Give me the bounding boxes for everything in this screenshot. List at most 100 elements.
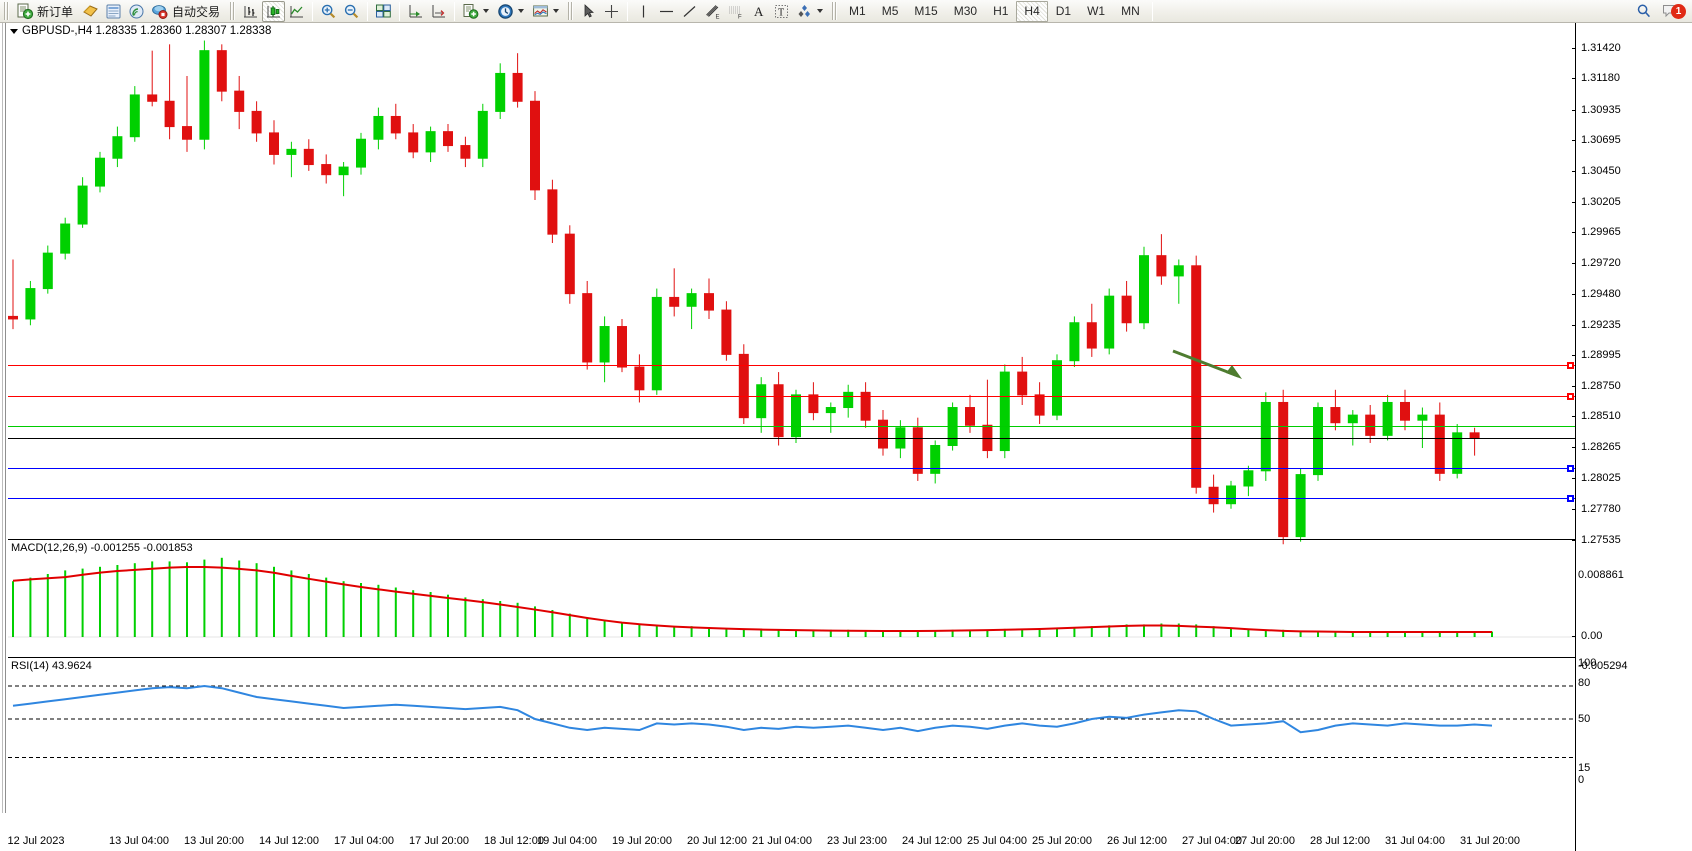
new-chart-caret-icon[interactable]: [483, 9, 490, 13]
fibonacci-button[interactable]: F: [724, 1, 747, 22]
chart-menu-triangle-icon[interactable]: [10, 28, 18, 34]
vertical-line-button[interactable]: [632, 1, 655, 22]
timeframe-m5[interactable]: M5: [881, 4, 899, 18]
toolbar-grip[interactable]: [3, 2, 10, 20]
timeframe-mn[interactable]: MN: [1121, 4, 1140, 18]
candle: [42, 245, 53, 294]
candle: [460, 136, 471, 168]
price-level-line-target-blue[interactable]: [8, 468, 1575, 470]
macd-histogram-bar: [1038, 628, 1041, 637]
search-button[interactable]: [1632, 1, 1656, 22]
timeframe-h4[interactable]: H4: [1016, 0, 1048, 22]
macd-histogram-bar: [429, 592, 432, 637]
candle: [356, 132, 366, 175]
equidistant-channel-button[interactable]: E: [701, 1, 724, 22]
toolbar-grip-3[interactable]: [567, 2, 575, 20]
trend-line-button[interactable]: [678, 1, 701, 22]
price-panel[interactable]: [8, 38, 1575, 548]
expert-advisor-icon: [83, 4, 98, 17]
chart-shift-button[interactable]: [404, 1, 427, 22]
rsi-scale-tick: 15: [1578, 762, 1591, 774]
price-scale[interactable]: 1.31420 1.31180 1.30935 1.30695 1.30450 1.302…: [1572, 23, 1692, 851]
expert-advisor-button[interactable]: [79, 1, 102, 22]
price-level-line-resistance[interactable]: [8, 365, 1575, 367]
trend-arrow-annotation: [1172, 349, 1242, 379]
new-order-button[interactable]: 新订单: [13, 1, 79, 22]
timeframe-w1[interactable]: W1: [1087, 4, 1106, 18]
price-level-handle[interactable]: [1567, 392, 1574, 400]
horizontal-line-button[interactable]: [655, 1, 678, 22]
time-axis-label: 21 Jul 04:00: [752, 835, 812, 847]
price-level-line-support-green[interactable]: [8, 426, 1575, 428]
candle: [373, 107, 384, 150]
shapes-button[interactable]: [793, 1, 828, 22]
timeframe-h1[interactable]: H1: [993, 4, 1009, 18]
zoom-in-icon: [321, 4, 336, 18]
price-level-line-target-blue[interactable]: [8, 498, 1575, 499]
toolbar-separator-5: [627, 1, 629, 21]
timeframe-d1[interactable]: D1: [1055, 4, 1072, 18]
indicators-icon: [533, 5, 548, 16]
text-button[interactable]: A: [747, 1, 770, 22]
macd-panel[interactable]: MACD(12,26,9) -0.001255 -0.001853: [8, 539, 1575, 657]
price-tick: 1.27535: [1572, 534, 1621, 546]
candlestick-chart-button[interactable]: [262, 0, 286, 22]
price-tick: 1.31420: [1572, 43, 1621, 54]
crosshair-button[interactable]: [600, 1, 623, 22]
macd-histogram-bar: [725, 628, 728, 637]
tile-windows-button[interactable]: [372, 1, 395, 22]
cursor-button[interactable]: [577, 1, 600, 22]
auto-scroll-button[interactable]: [427, 1, 450, 22]
new-chart-button[interactable]: [459, 1, 494, 22]
toolbar-grip-4[interactable]: [831, 2, 839, 20]
period-caret-icon[interactable]: [518, 9, 525, 13]
candle: [1313, 402, 1323, 481]
signals-button[interactable]: [125, 1, 148, 22]
alerts-button[interactable]: 1: [1658, 1, 1686, 22]
zoom-out-button[interactable]: [340, 1, 363, 22]
rsi-plot[interactable]: [8, 658, 1575, 778]
text-label-button[interactable]: T: [770, 1, 793, 22]
price-plot[interactable]: [8, 38, 1575, 548]
time-axis[interactable]: 12 Jul 2023 13 Jul 04:00 13 Jul 20:00 14 Ju…: [8, 831, 1575, 851]
shapes-caret-icon[interactable]: [817, 9, 824, 13]
price-level-handle[interactable]: [1567, 362, 1574, 370]
data-window-button[interactable]: [102, 1, 125, 22]
price-level-line-current-price[interactable]: [8, 438, 1575, 440]
indicators-caret-icon[interactable]: [553, 9, 560, 13]
candle: [234, 75, 245, 130]
price-level-line-resistance[interactable]: [8, 395, 1575, 397]
chart-left-scale-grip[interactable]: [0, 23, 8, 813]
main-toolbar: 新订单 自动交易: [0, 0, 1692, 23]
price-tick: 1.30205: [1572, 196, 1621, 208]
macd-histogram-bar: [220, 557, 223, 637]
candle: [1121, 280, 1132, 332]
candle: [112, 126, 123, 168]
indicators-button[interactable]: [529, 1, 564, 22]
text-icon: A: [754, 4, 764, 19]
bar-chart-button[interactable]: [239, 1, 262, 22]
macd-histogram-bar: [1264, 629, 1267, 637]
macd-histogram-bar: [273, 566, 275, 637]
candle: [582, 280, 593, 370]
price-level-handle[interactable]: [1567, 465, 1574, 473]
toolbar-grip-2[interactable]: [229, 2, 237, 20]
macd-histogram-bar: [1421, 631, 1424, 637]
candle: [1382, 394, 1393, 441]
time-axis-label: 27 Jul 20:00: [1235, 835, 1295, 847]
rsi-panel[interactable]: RSI(14) 43.9624: [8, 657, 1575, 779]
signals-icon: [129, 4, 144, 18]
chart-symbol-text: GBPUSD-,H4 1.28335 1.28360 1.28307 1.283…: [22, 25, 272, 37]
macd-histogram-bar: [412, 590, 415, 637]
period-button[interactable]: [494, 1, 529, 22]
chart-container[interactable]: GBPUSD-,H4 1.28335 1.28360 1.28307 1.283…: [0, 23, 1692, 851]
timeframe-m1[interactable]: M1: [849, 4, 866, 18]
timeframe-m30[interactable]: M30: [953, 4, 978, 18]
timeframe-m15[interactable]: M15: [914, 4, 938, 18]
price-level-handle[interactable]: [1567, 495, 1574, 502]
price-tick: 1.29720: [1572, 258, 1621, 269]
zoom-in-button[interactable]: [317, 1, 340, 22]
line-chart-button[interactable]: [285, 1, 308, 22]
macd-plot[interactable]: [8, 540, 1575, 656]
autotrading-button[interactable]: 自动交易: [148, 1, 226, 22]
